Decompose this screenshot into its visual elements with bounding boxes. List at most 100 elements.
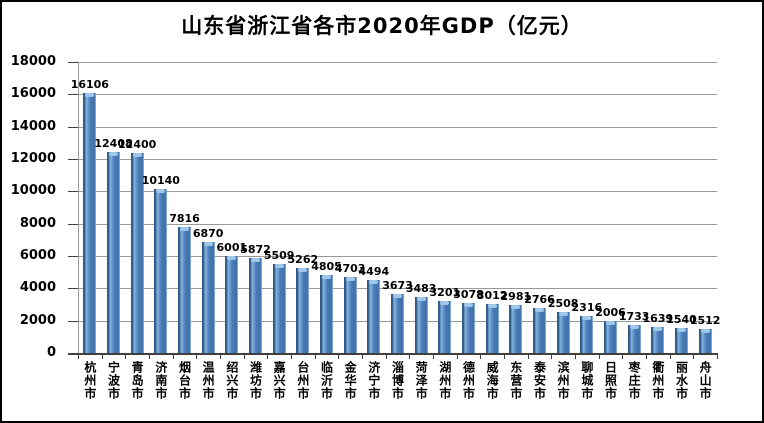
bar-杭州市 [83, 92, 97, 353]
bar-value-label: 3078 [453, 288, 484, 302]
bar-value-label: 2766 [524, 293, 555, 307]
x-axis-label: 杭州市 [82, 361, 97, 400]
x-axis-tick [456, 353, 458, 359]
x-axis-label: 日照市 [603, 361, 618, 400]
x-axis-tick [551, 353, 553, 359]
bar-value-label: 1540 [666, 313, 697, 327]
x-axis-tick [149, 353, 150, 359]
bar-value-label: 2006 [595, 305, 626, 319]
gridline [78, 126, 717, 128]
x-axis-tick [622, 353, 624, 359]
bar-滨州市 [556, 312, 570, 353]
bar-value-label: 4805 [311, 260, 342, 274]
y-axis-line [78, 62, 79, 353]
x-axis-label: 枣庄市 [627, 361, 642, 400]
x-axis-label: 绍兴市 [224, 361, 239, 400]
x-axis-label: 潍坊市 [248, 361, 263, 400]
y-axis-label: 2000 [19, 312, 56, 328]
bar-value-label: 3483 [405, 281, 437, 295]
bar-value-label: 16106 [70, 77, 109, 91]
x-axis-tick [504, 353, 505, 359]
y-axis-label: 18000 [10, 54, 56, 69]
bar-value-label: 6001 [216, 240, 248, 254]
bar-济南市 [154, 189, 168, 353]
y-axis-tick [68, 320, 78, 322]
y-axis-tick [68, 223, 78, 225]
bar-value-label: 5872 [240, 243, 271, 257]
x-axis-label: 滨州市 [556, 361, 571, 400]
x-axis-label: 淄博市 [390, 361, 405, 400]
bar-临沂市 [320, 275, 333, 353]
y-axis-tick [68, 126, 78, 128]
y-axis-tick [68, 256, 78, 257]
bar-value-label: 3673 [382, 278, 413, 292]
x-axis-label: 嘉兴市 [272, 361, 287, 400]
bar-绍兴市 [225, 255, 239, 353]
bar-湖州市 [438, 301, 452, 353]
x-axis-label: 金华市 [343, 361, 358, 400]
x-axis-label: 聊城市 [579, 361, 594, 400]
x-axis-tick [196, 353, 198, 359]
gridline [78, 159, 717, 160]
x-axis-tick [669, 353, 671, 359]
x-axis-line [68, 353, 717, 355]
bar-value-label: 12408 [94, 137, 133, 151]
y-axis-label: 10000 [10, 183, 56, 199]
gridline [78, 191, 717, 193]
bar-value-label: 2316 [571, 300, 603, 314]
x-axis-tick [78, 353, 79, 359]
bar-value-label: 1639 [642, 311, 674, 325]
x-axis-tick [433, 353, 434, 359]
x-axis-label: 衢州市 [650, 361, 665, 400]
y-axis-label: 6000 [19, 248, 56, 263]
bar-泰安市 [533, 308, 546, 353]
bar-德州市 [462, 303, 475, 353]
x-axis-label: 丽水市 [674, 361, 689, 400]
bar-value-label: 2981 [500, 289, 532, 303]
gridline [78, 256, 717, 257]
x-axis-tick [598, 353, 600, 359]
x-axis-label: 烟台市 [177, 361, 192, 400]
x-axis-label: 东营市 [508, 361, 523, 400]
x-axis-tick [575, 353, 576, 359]
x-axis-tick [717, 353, 718, 359]
x-axis-tick [243, 353, 245, 359]
bar-value-label: 6870 [192, 226, 224, 240]
bar-丽水市 [675, 328, 688, 353]
gridline [78, 62, 717, 63]
x-axis-tick [527, 353, 529, 359]
bar-宁波市 [107, 152, 120, 353]
x-axis-label: 济南市 [153, 361, 168, 400]
x-axis-tick [385, 353, 387, 359]
x-axis-tick [362, 353, 363, 359]
bar-台州市 [296, 267, 310, 353]
bar-value-label: 4494 [358, 265, 390, 279]
bar-烟台市 [178, 226, 191, 353]
x-axis-label: 舟山市 [698, 361, 713, 400]
bar-东营市 [509, 304, 523, 353]
bar-value-label: 1512 [689, 313, 721, 327]
y-axis-tick [68, 94, 78, 96]
bar-嘉兴市 [272, 263, 286, 353]
x-axis-tick [409, 353, 411, 359]
bar-value-label: 5509 [263, 248, 295, 262]
y-axis-label: 16000 [10, 86, 56, 102]
y-axis-label: 8000 [19, 215, 56, 231]
bar-value-label: 10140 [141, 174, 180, 188]
bar-value-label: 5262 [287, 252, 319, 266]
bar-value-label: 2508 [547, 297, 579, 311]
y-axis-label: 14000 [10, 118, 56, 134]
y-axis-tick [68, 288, 78, 290]
x-axis-label: 湖州市 [437, 361, 452, 400]
bar-淄博市 [391, 293, 404, 353]
bar-日照市 [604, 320, 617, 353]
x-axis-tick [646, 353, 647, 359]
x-axis-tick [220, 353, 221, 359]
bar-枣庄市 [627, 324, 641, 353]
x-axis-tick [480, 353, 482, 359]
bar-金华市 [343, 276, 357, 353]
x-axis-tick [291, 353, 292, 359]
y-axis-tick [68, 62, 78, 63]
bar-value-label: 1733 [618, 309, 650, 323]
